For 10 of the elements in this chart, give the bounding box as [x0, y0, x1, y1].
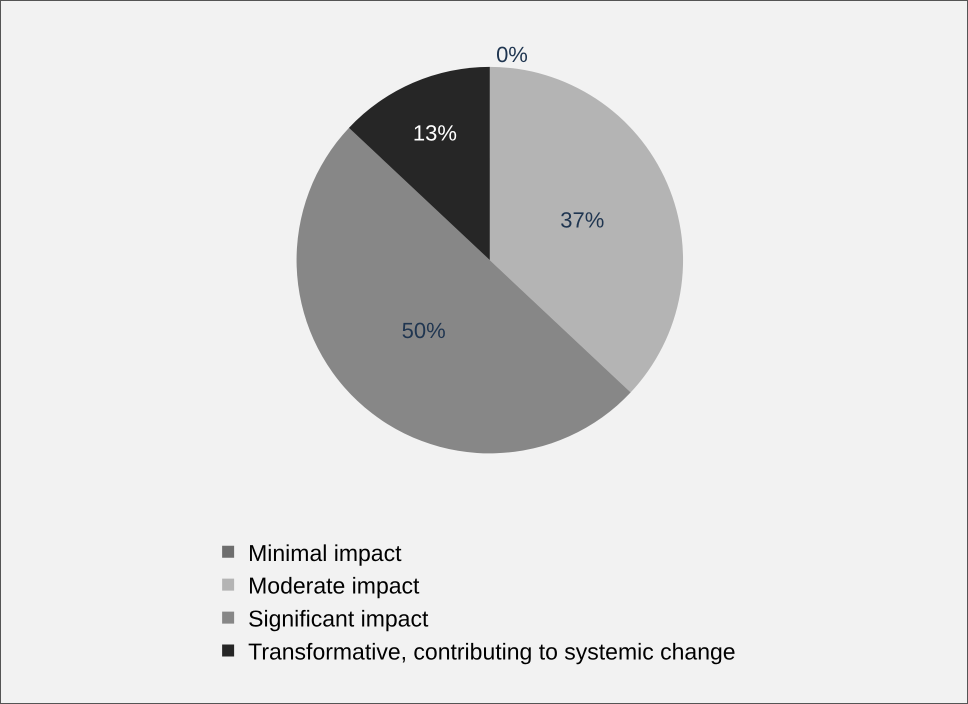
legend-label: Significant impact	[248, 606, 429, 632]
data-label: 13%	[412, 120, 457, 146]
pie-slice	[348, 66, 490, 260]
data-label: 37%	[560, 208, 604, 233]
legend-label: Minimal impact	[248, 540, 402, 566]
text: 0%	[496, 42, 528, 67]
legend-label: Transformative, contributing to systemic change	[248, 638, 736, 664]
data-label: 50%	[402, 318, 446, 344]
legend-label: Moderate impact	[248, 572, 420, 599]
pie-slice	[490, 66, 684, 392]
